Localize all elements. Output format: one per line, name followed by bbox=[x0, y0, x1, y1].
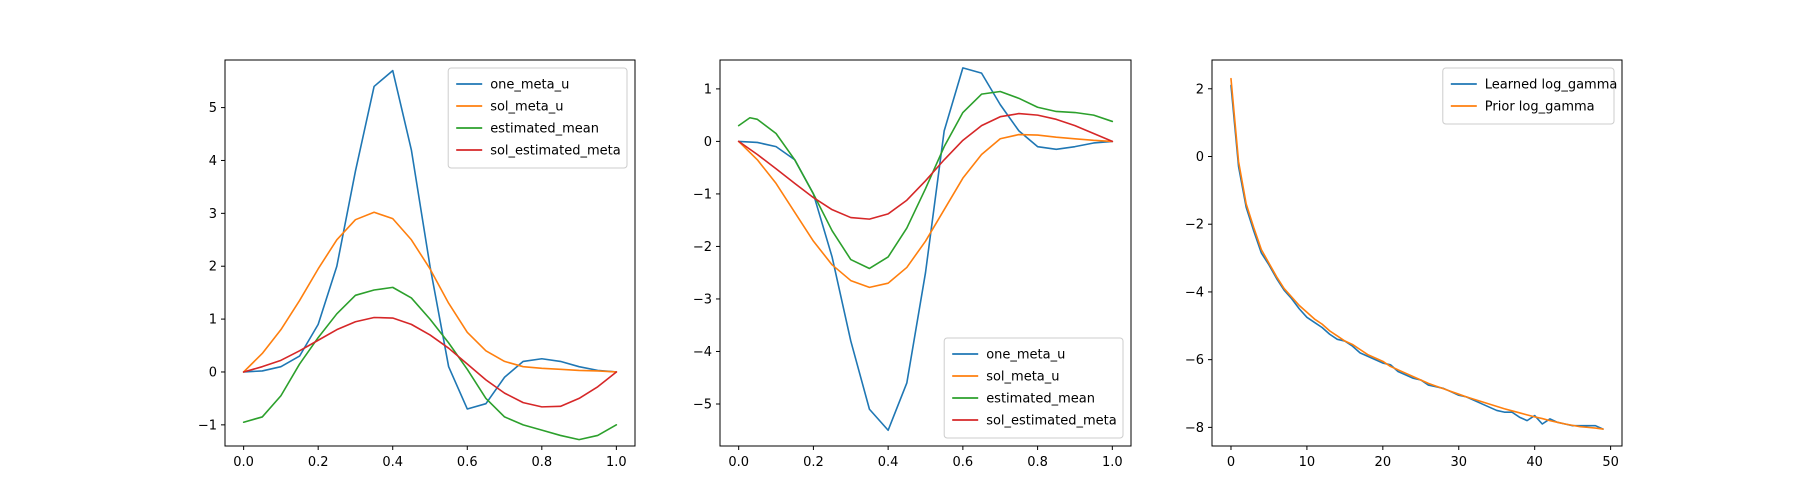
legend: one_meta_u sol_meta_u estimated_mean sol_es… bbox=[943, 337, 1124, 439]
x-tick-label: 1.0 bbox=[606, 455, 627, 470]
series-line-2 bbox=[1230, 77, 1604, 430]
legend-label: sol_meta_u bbox=[986, 370, 1059, 385]
legend: one_meta_u sol_meta_u estimated_mean sol_es… bbox=[447, 67, 628, 169]
x-tick-label: 1.0 bbox=[1102, 455, 1123, 470]
y-tick-label: 3 bbox=[209, 207, 217, 222]
axes-frame bbox=[1211, 59, 1623, 447]
legend-label: sol_meta_u bbox=[490, 100, 563, 115]
y-tick-label: −2 bbox=[1185, 218, 1204, 233]
x-tick-label: 10 bbox=[1299, 455, 1316, 470]
x-tick-label: 0.0 bbox=[728, 455, 749, 470]
legend-label: estimated_mean bbox=[986, 392, 1095, 407]
x-tick-label: 0.2 bbox=[803, 455, 824, 470]
series-line-3 bbox=[737, 90, 1114, 270]
legend-label: Prior log_gamma bbox=[1485, 100, 1595, 115]
x-tick-label: 50 bbox=[1602, 455, 1619, 470]
legend-label: estimated_mean bbox=[490, 122, 599, 137]
x-tick-label: 0.4 bbox=[382, 455, 403, 470]
y-tick-label: 0 bbox=[1196, 150, 1204, 165]
legend-box bbox=[1442, 67, 1615, 125]
x-tick-label: 40 bbox=[1526, 455, 1543, 470]
y-tick-label: −1 bbox=[198, 418, 217, 433]
y-tick-label: 1 bbox=[209, 313, 217, 328]
legend-label: sol_estimated_meta bbox=[490, 144, 621, 159]
x-tick-label: 30 bbox=[1450, 455, 1467, 470]
series-line-2 bbox=[242, 211, 618, 373]
x-tick-label: 0.0 bbox=[233, 455, 254, 470]
axes-frame bbox=[719, 59, 1132, 447]
series-line-3 bbox=[242, 286, 618, 441]
series-line-4 bbox=[242, 316, 618, 408]
x-tick-label: 0 bbox=[1227, 455, 1235, 470]
chart-panel-1: 0.0 0.2 0.4 0.6 0.8 1.0 −1 0 1 2 3 4 5 one_meta_u sol_… bbox=[198, 59, 636, 470]
y-tick-label: −8 bbox=[1185, 421, 1204, 436]
y-tick-label: 5 bbox=[209, 101, 217, 116]
x-tick-label: 0.4 bbox=[878, 455, 899, 470]
x-tick-label: 0.2 bbox=[308, 455, 329, 470]
y-tick-label: 1 bbox=[704, 82, 712, 97]
y-tick-label: 4 bbox=[209, 154, 217, 169]
x-tick-label: 0.6 bbox=[457, 455, 478, 470]
legend-box bbox=[447, 67, 628, 169]
y-tick-label: −2 bbox=[693, 240, 712, 255]
y-tick-label: −3 bbox=[693, 292, 712, 307]
legend: Learned log_gamma Prior log_gamma bbox=[1442, 67, 1618, 125]
chart-panel-3: 0 10 20 30 40 50 −8 −6 −4 −2 0 2 Learned log_gamma Pr… bbox=[1185, 59, 1623, 470]
y-tick-label: −5 bbox=[693, 397, 712, 412]
series-line-2 bbox=[737, 133, 1114, 289]
series-line-4 bbox=[737, 112, 1114, 220]
legend-label: sol_estimated_meta bbox=[986, 414, 1117, 429]
x-tick-label: 0.6 bbox=[953, 455, 974, 470]
x-tick-label: 0.8 bbox=[1027, 455, 1048, 470]
series-line-1 bbox=[242, 69, 618, 410]
y-tick-label: −1 bbox=[693, 187, 712, 202]
chart-panel-2: 0.0 0.2 0.4 0.6 0.8 1.0 −5 −4 −3 −2 −1 0 1 one_meta_u… bbox=[693, 59, 1132, 470]
legend-label: one_meta_u bbox=[490, 78, 569, 93]
y-tick-label: 2 bbox=[209, 260, 217, 275]
legend-box bbox=[943, 337, 1124, 439]
y-tick-label: 2 bbox=[1196, 82, 1204, 97]
y-tick-label: −4 bbox=[1185, 285, 1204, 300]
legend-label: one_meta_u bbox=[986, 348, 1065, 363]
y-tick-label: −4 bbox=[693, 345, 712, 360]
y-tick-label: −6 bbox=[1185, 353, 1204, 368]
x-tick-label: 0.8 bbox=[531, 455, 552, 470]
y-tick-label: 0 bbox=[704, 135, 712, 150]
legend-label: Learned log_gamma bbox=[1485, 78, 1618, 93]
axes-frame bbox=[224, 59, 636, 447]
y-tick-label: 0 bbox=[209, 365, 217, 380]
x-tick-label: 20 bbox=[1375, 455, 1392, 470]
